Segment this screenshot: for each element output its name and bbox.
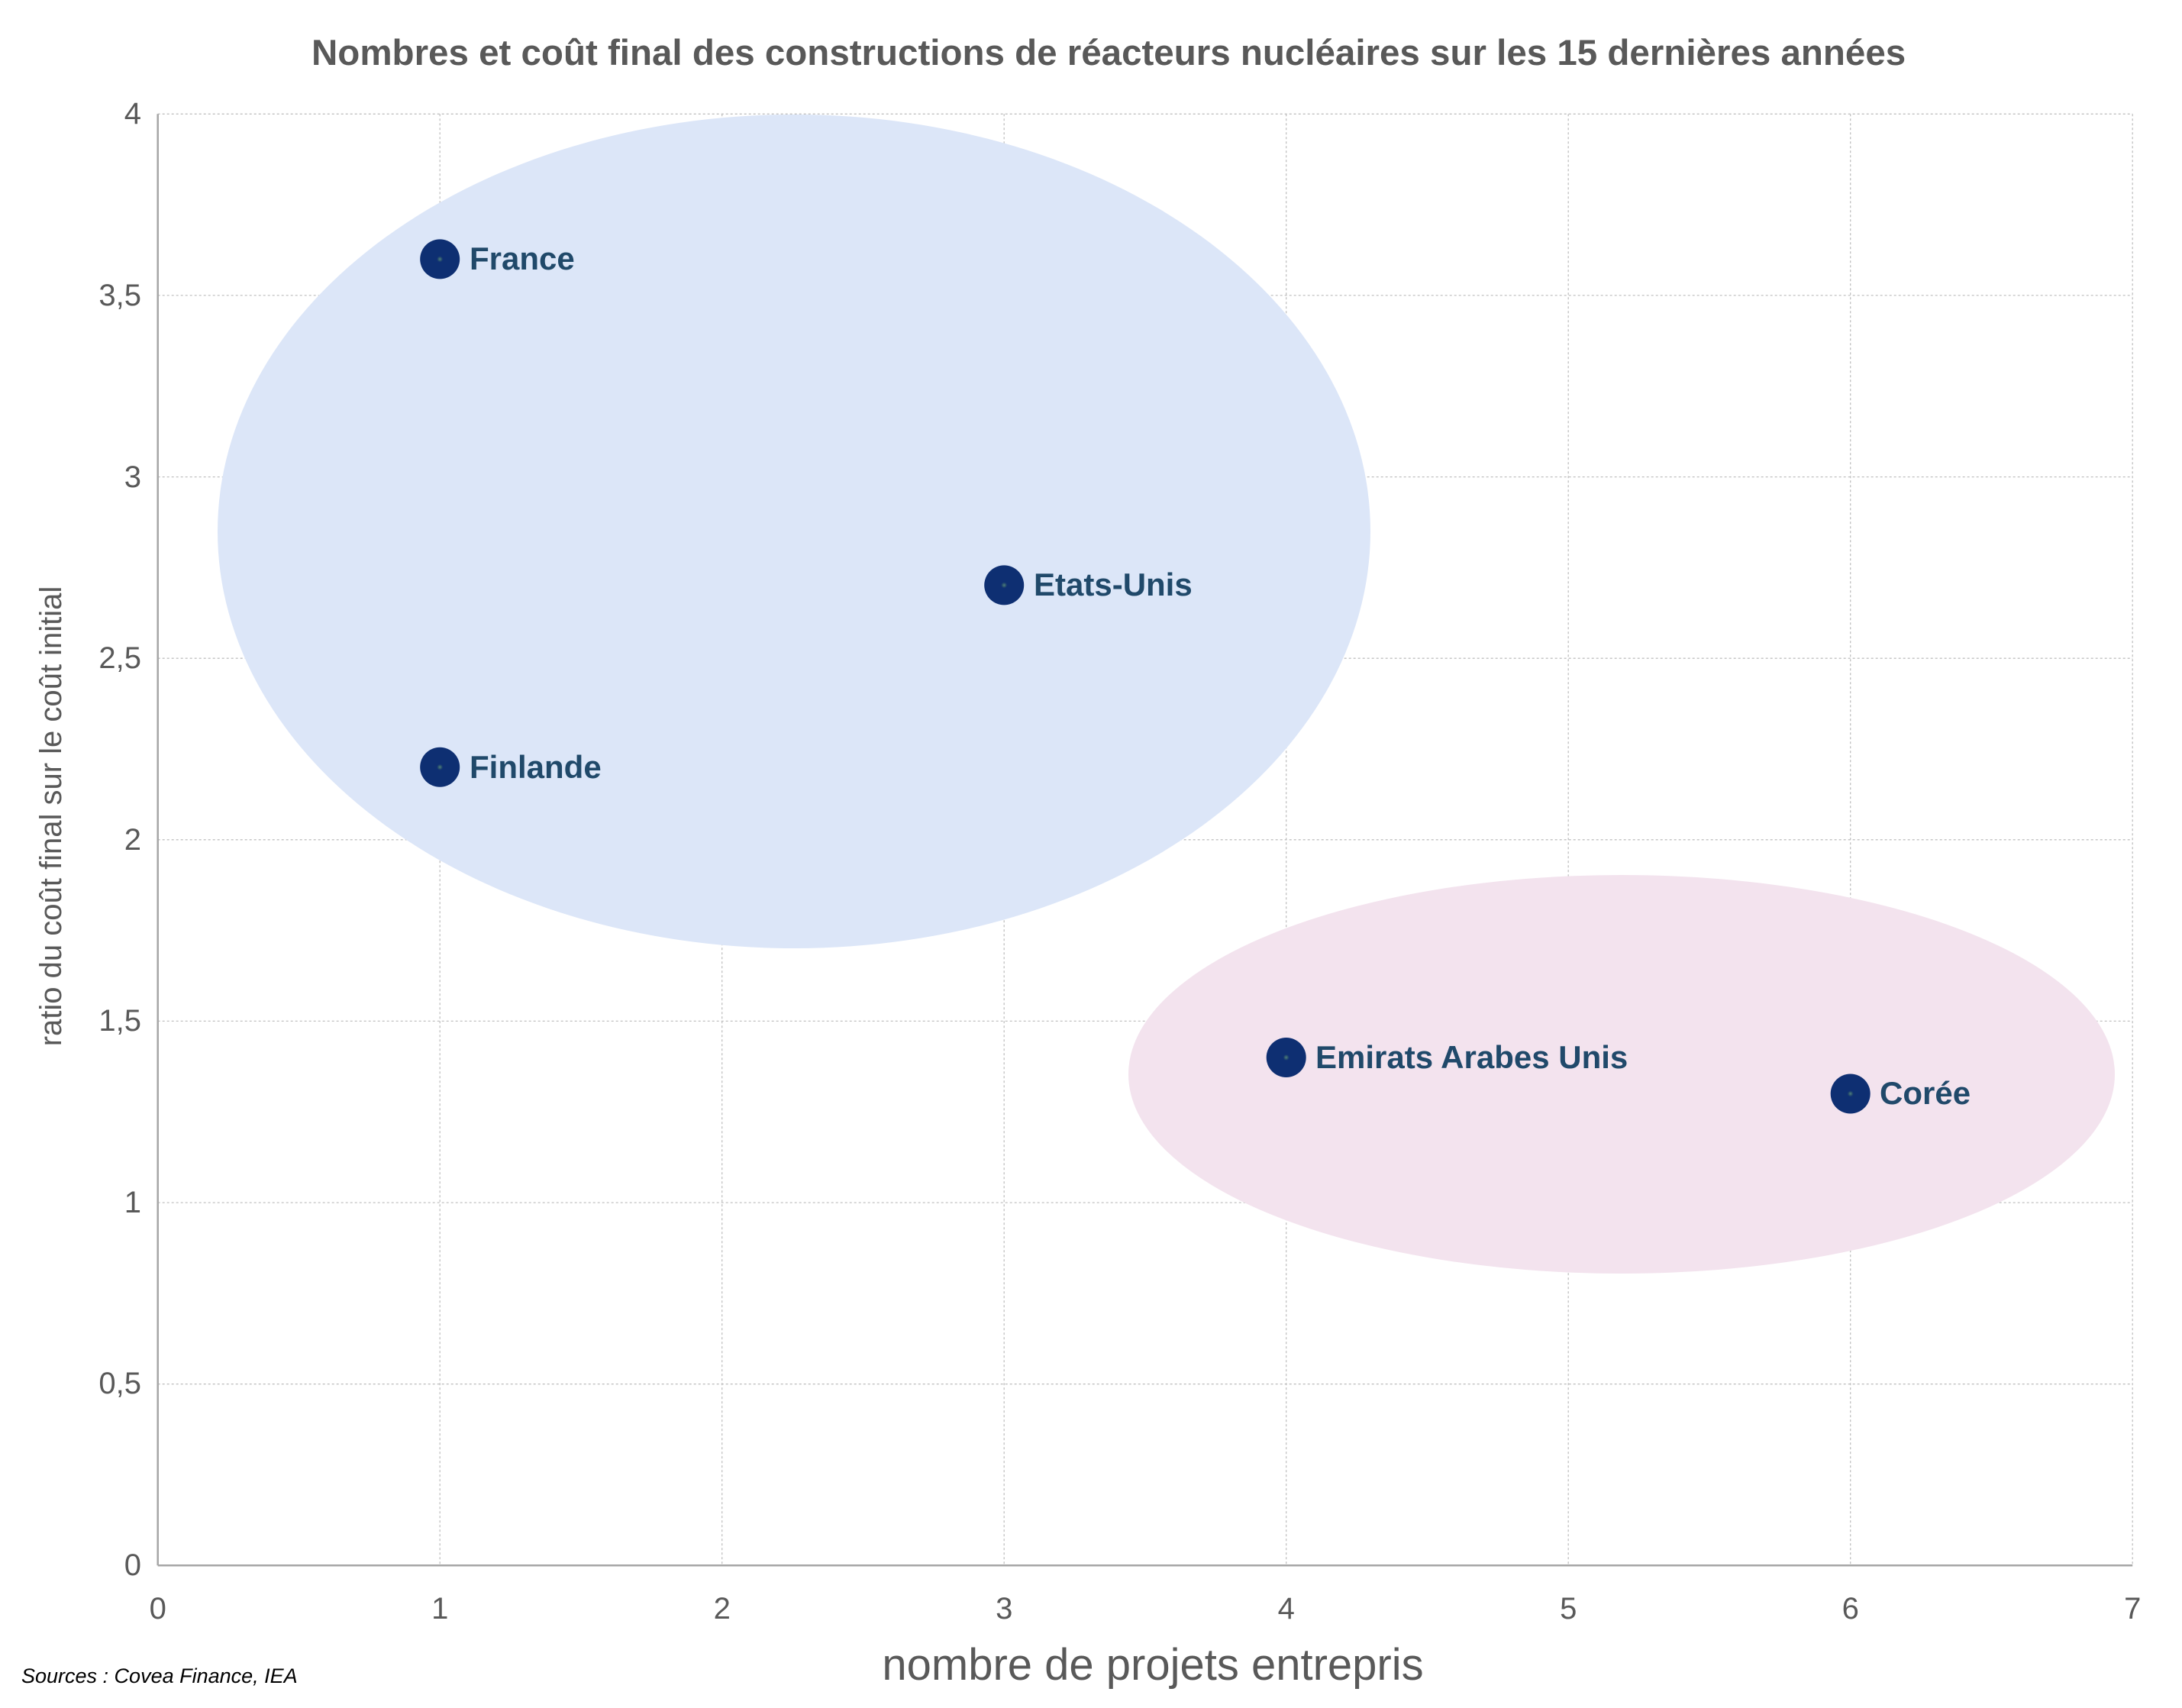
svg-text:3: 3 bbox=[124, 460, 141, 494]
svg-text:0,5: 0,5 bbox=[98, 1367, 141, 1400]
svg-text:2,5: 2,5 bbox=[98, 641, 141, 675]
svg-text:4: 4 bbox=[124, 97, 141, 131]
svg-text:0: 0 bbox=[124, 1548, 141, 1582]
svg-text:Sources : Covea Finance, IEA: Sources : Covea Finance, IEA bbox=[21, 1664, 298, 1687]
svg-text:1,5: 1,5 bbox=[98, 1004, 141, 1038]
svg-text:Nombres et coût final des cons: Nombres et coût final des constructions … bbox=[311, 33, 1906, 73]
svg-text:Etats-Unis: Etats-Unis bbox=[1034, 567, 1193, 602]
svg-text:2: 2 bbox=[714, 1592, 731, 1626]
svg-text:6: 6 bbox=[1842, 1592, 1859, 1626]
svg-text:0: 0 bbox=[150, 1592, 166, 1626]
svg-text:5: 5 bbox=[1560, 1592, 1577, 1626]
svg-text:4: 4 bbox=[1278, 1592, 1295, 1626]
svg-text:France: France bbox=[470, 241, 575, 276]
svg-text:1: 1 bbox=[124, 1186, 141, 1219]
svg-text:3: 3 bbox=[996, 1592, 1012, 1626]
svg-text:1: 1 bbox=[431, 1592, 448, 1626]
svg-text:3,5: 3,5 bbox=[98, 279, 141, 312]
svg-text:Finlande: Finlande bbox=[470, 749, 602, 785]
svg-text:ratio du coût final sur le coû: ratio du coût final sur le coût initial bbox=[34, 586, 68, 1047]
svg-text:Corée: Corée bbox=[1880, 1075, 1971, 1111]
svg-text:nombre de projets entrepris: nombre de projets entrepris bbox=[882, 1640, 1423, 1690]
svg-text:7: 7 bbox=[2124, 1592, 2141, 1626]
svg-text:Emirats Arabes Unis: Emirats Arabes Unis bbox=[1315, 1039, 1628, 1075]
svg-text:2: 2 bbox=[124, 823, 141, 857]
